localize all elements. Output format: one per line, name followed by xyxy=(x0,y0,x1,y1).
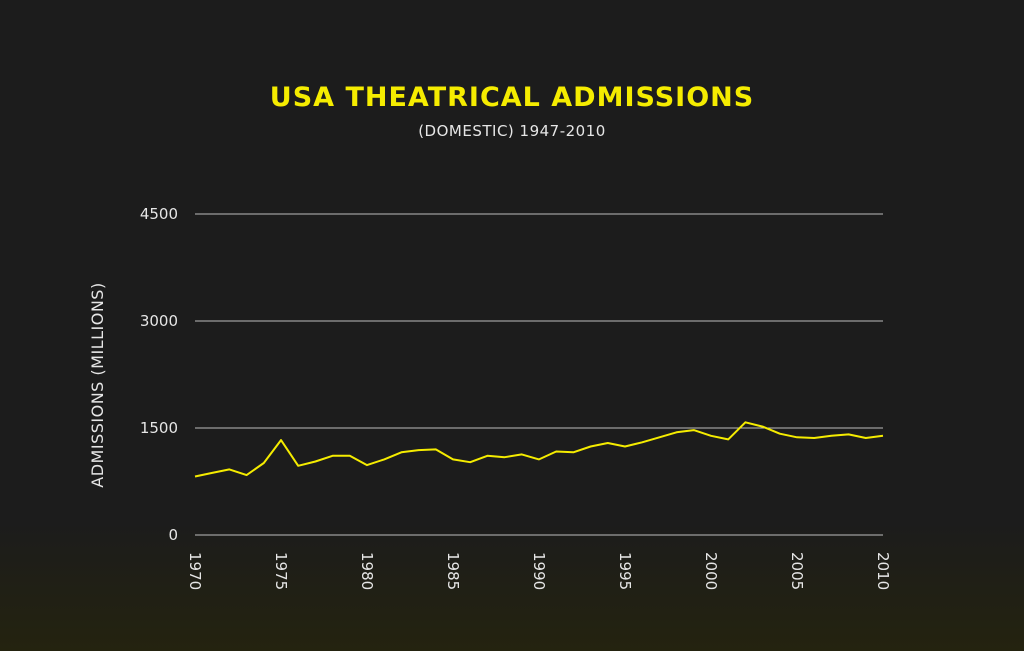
y-axis-label: ADMISSIONS (MILLIONS) xyxy=(88,282,107,487)
x-tick-label: 1980 xyxy=(358,552,376,590)
y-tick-label: 1500 xyxy=(140,419,178,437)
x-tick-label: 1970 xyxy=(186,552,204,590)
x-tick-label: 1990 xyxy=(530,552,548,590)
x-tick-label: 2010 xyxy=(874,552,892,590)
x-tick-labels: 1970 1975 1980 1985 1990 1995 2000 2005 2010 xyxy=(186,552,892,590)
y-tick-labels: 0 1500 3000 4500 xyxy=(140,205,178,544)
x-tick-label: 2000 xyxy=(702,552,720,590)
chart-title: USA THEATRICAL ADMISSIONS xyxy=(269,82,755,113)
x-tick-label: 1985 xyxy=(444,552,462,590)
x-tick-label: 1995 xyxy=(616,552,634,590)
series-line-0 xyxy=(194,421,884,478)
y-tick-label: 3000 xyxy=(140,312,178,330)
y-tick-label: 4500 xyxy=(140,205,178,223)
series-group xyxy=(194,421,884,478)
gridlines xyxy=(195,213,883,536)
chart-subtitle: (DOMESTIC) 1947-2010 xyxy=(418,122,606,140)
y-tick-label: 0 xyxy=(168,526,178,544)
x-tick-label: 1975 xyxy=(272,552,290,590)
x-tick-label: 2005 xyxy=(788,552,806,590)
